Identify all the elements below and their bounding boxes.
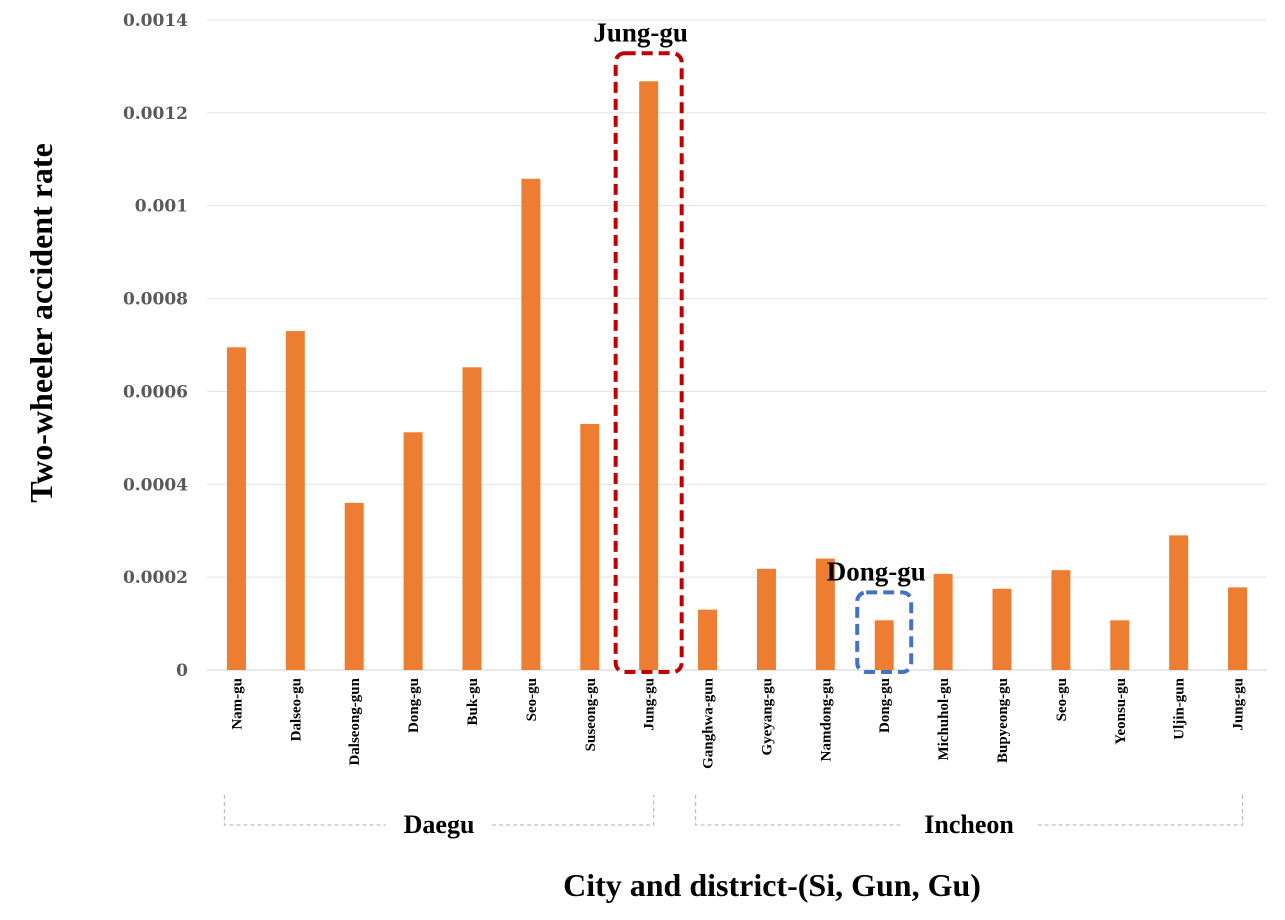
bar [1110,620,1130,670]
bar [756,568,776,670]
annotation-label: Dong-gu [827,556,926,586]
x-tick-label: Michuhol-gu [936,678,952,761]
group-bracket [694,795,901,826]
x-tick-label: Dalseo-gu [288,678,304,741]
annotation-label: Jung-gu [593,17,688,47]
x-tick-label: Jung-gu [1231,678,1247,731]
x-tick-label: Buk-gu [465,678,481,726]
x-tick-label: Uljin-gun [1172,677,1188,739]
bar [639,81,659,671]
x-tick-label: Suseong-gu [583,678,599,751]
highlight-box [613,51,684,675]
bar [992,588,1012,670]
bar [285,331,305,670]
group-bracket [223,795,387,826]
bar [403,432,423,670]
group-bracket [492,795,655,826]
x-tick-label: Seo-gu [524,678,540,721]
x-tick-label: Dong-gu [877,678,893,733]
x-axis-title: City and district-(Si, Gun, Gu) [563,867,981,903]
y-tick-label: 0.0014 [123,11,188,31]
annotations: Jung-gu Dong-gu [593,17,926,675]
group-bracket [1037,795,1244,826]
group-label: Daegu [404,810,475,839]
y-tick-label: 0.0008 [123,290,188,310]
y-tick-label: 0.0006 [123,382,188,402]
bar [815,558,835,670]
x-tick-label: Yeonsu-gu [1113,678,1129,745]
city-groups: Daegu Incheon [223,795,1244,839]
y-tick-label: 0.0012 [123,104,188,124]
x-tick-label: Gyeyang-gu [759,678,775,756]
group-label: Incheon [924,810,1014,839]
x-tick-label: Dong-gu [406,678,422,733]
highlight-box [855,590,914,674]
x-tick-label: Seo-gu [1054,678,1070,721]
y-tick-label: 0.0004 [123,475,188,495]
x-tick-label: Ganghwa-gun [701,677,717,769]
bar [933,573,953,670]
x-tick-label: Namdong-gu [818,678,834,761]
y-axis-ticks: 0 0.0002 0.0004 0.0006 0.0008 0.001 0.0012 0.00… [123,11,188,681]
bar [580,423,600,670]
bar [698,609,718,670]
bar [521,178,541,671]
y-tick-label: 0 [176,661,188,681]
y-tick-label: 0.001 [135,197,188,217]
bar [344,502,364,670]
bar [462,367,482,670]
bar [1228,587,1248,670]
bar [1051,570,1071,670]
x-tick-label: Nam-gu [229,678,245,730]
bar [874,620,894,670]
x-tick-label: Dalseong-gun [347,677,363,765]
bar [1169,535,1189,670]
y-axis-title: Two-wheeler accident rate [23,143,59,503]
y-tick-label: 0.0002 [123,568,188,588]
bars [226,81,1248,671]
x-tick-label: Bupyeong-gu [995,678,1011,763]
gridlines [207,19,1267,671]
x-tick-label: Jung-gu [642,678,658,731]
x-axis-ticks: Nam-gu Dalseo-gu Dalseong-gun Dong-gu Buk-gu… [229,677,1246,769]
bar [226,347,246,670]
